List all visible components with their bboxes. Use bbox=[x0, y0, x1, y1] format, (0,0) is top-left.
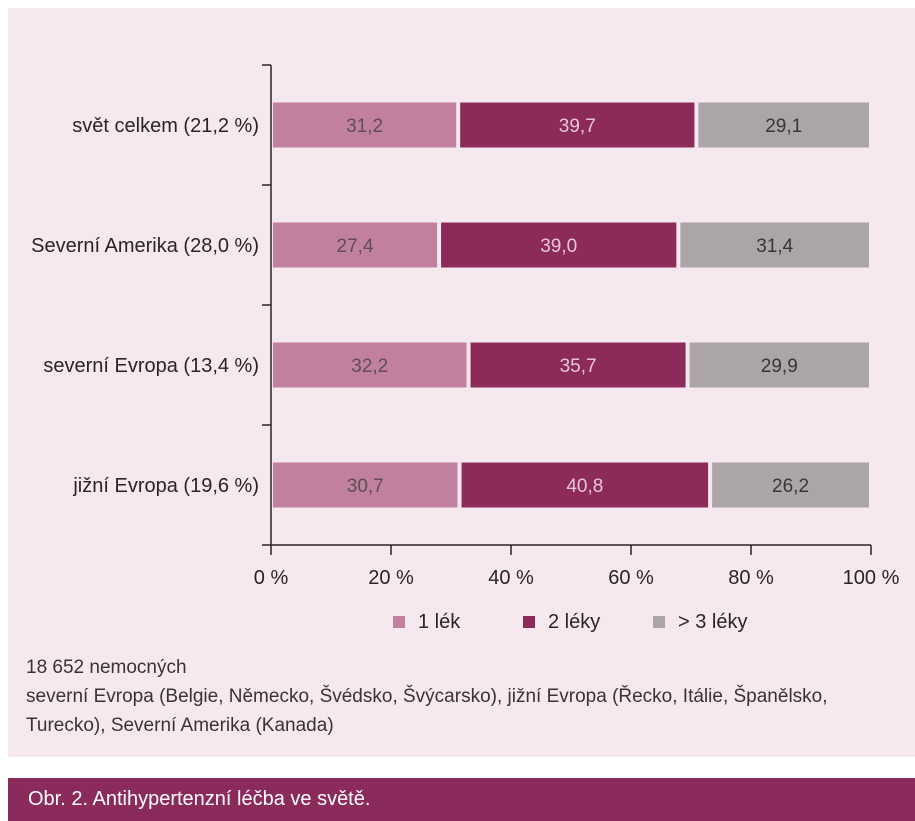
bar-value-label: 26,2 bbox=[772, 476, 809, 497]
bar-value-label: 31,4 bbox=[756, 236, 793, 257]
bar-value-label: 32,2 bbox=[351, 356, 388, 377]
bar-value-label: 40,8 bbox=[566, 476, 603, 497]
bar-segment-series-3 bbox=[680, 222, 869, 268]
bar-value-label: 31,2 bbox=[346, 116, 383, 137]
bar-segment-series-1 bbox=[273, 342, 467, 388]
bar-segment-series-3 bbox=[689, 342, 869, 388]
bar-value-label: 29,9 bbox=[761, 356, 798, 377]
legend-swatch-1-lek bbox=[393, 616, 405, 628]
patient-count-note: 18 652 nemocných bbox=[26, 657, 187, 678]
bar-segment-series-2 bbox=[460, 102, 695, 148]
bar-value-label: 30,7 bbox=[347, 476, 384, 497]
figure-caption-bar: Obr. 2. Antihypertenzní léčba ve světě. bbox=[8, 778, 915, 821]
legend-item-1-lek: 1 lék bbox=[393, 610, 460, 634]
category-label: Severní Amerika (28,0 %) bbox=[31, 235, 259, 257]
legend-swatch-2-leky bbox=[523, 616, 535, 628]
x-tick-label: 80 % bbox=[728, 567, 774, 589]
bar-segment-series-1 bbox=[273, 102, 457, 148]
x-tick-label: 100 % bbox=[843, 567, 900, 589]
legend-item-2-leky: 2 léky bbox=[523, 610, 600, 634]
bar-segment-series-3 bbox=[712, 462, 869, 508]
x-tick-label: 0 % bbox=[254, 567, 289, 589]
figure-caption: Obr. 2. Antihypertenzní léčba ve světě. bbox=[28, 788, 371, 810]
bar-segment-series-1 bbox=[273, 462, 458, 508]
category-label: severní Evropa (13,4 %) bbox=[43, 355, 259, 377]
stacked-bar-chart: 31,2 39,7 29,1 svět celkem (21,2 %) 27,4 39,0… bbox=[31, 64, 900, 589]
x-tick-label: 60 % bbox=[608, 567, 654, 589]
legend-label-3-plus-leky: > 3 léky bbox=[678, 610, 748, 633]
legend-swatch-3-plus-leky bbox=[653, 616, 665, 628]
bar-segment-series-2 bbox=[441, 222, 677, 268]
bar-segment-series-3 bbox=[698, 102, 869, 148]
category-label: svět celkem (21,2 %) bbox=[72, 115, 259, 137]
bar-segment-series-2 bbox=[470, 342, 686, 388]
legend-label-2-leky: 2 léky bbox=[548, 610, 601, 633]
figure-notes: 18 652 nemocných severní Evropa (Belgie,… bbox=[26, 653, 896, 740]
bar-value-label: 39,7 bbox=[559, 116, 596, 137]
bar-value-label: 27,4 bbox=[337, 236, 374, 257]
category-label: jižní Evropa (19,6 %) bbox=[72, 475, 259, 497]
legend-label-1-lek: 1 lék bbox=[418, 610, 461, 633]
legend-item-3-plus-leky: > 3 léky bbox=[653, 610, 747, 634]
bar-segment-series-1 bbox=[273, 222, 438, 268]
bar-segment-series-2 bbox=[461, 462, 709, 508]
bar-value-label: 35,7 bbox=[560, 356, 597, 377]
bar-value-label: 39,0 bbox=[540, 236, 577, 257]
bar-value-label: 29,1 bbox=[765, 116, 802, 137]
x-tick-label: 40 % bbox=[488, 567, 534, 589]
x-tick-label: 20 % bbox=[368, 567, 414, 589]
region-definitions-note: severní Evropa (Belgie, Německo, Švédsko… bbox=[26, 686, 828, 736]
